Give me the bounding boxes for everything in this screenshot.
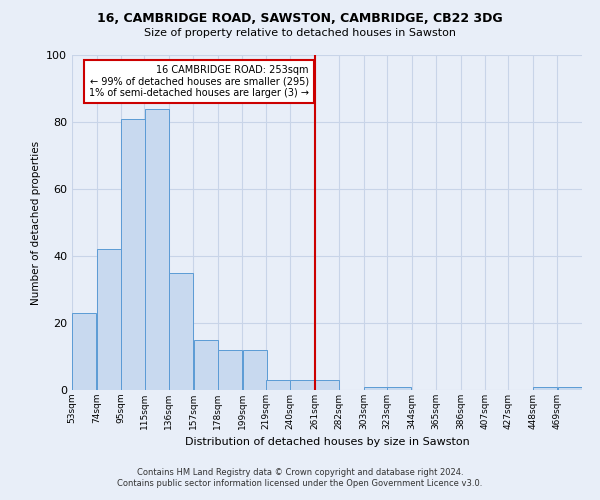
Bar: [72, 313, 97, 390]
Bar: [145, 108, 169, 390]
Text: 16 CAMBRIDGE ROAD: 253sqm
← 99% of detached houses are smaller (295)
1% of semi-: 16 CAMBRIDGE ROAD: 253sqm ← 99% of detac…: [89, 65, 309, 98]
X-axis label: Distribution of detached houses by size in Sawston: Distribution of detached houses by size …: [185, 438, 469, 448]
Bar: [218, 350, 242, 390]
Bar: [194, 340, 218, 390]
Bar: [169, 273, 193, 390]
Bar: [315, 380, 339, 390]
Text: 16, CAMBRIDGE ROAD, SAWSTON, CAMBRIDGE, CB22 3DG: 16, CAMBRIDGE ROAD, SAWSTON, CAMBRIDGE, …: [97, 12, 503, 26]
Bar: [557, 386, 582, 390]
Bar: [121, 118, 145, 390]
Bar: [533, 386, 557, 390]
Bar: [290, 380, 314, 390]
Bar: [242, 350, 267, 390]
Bar: [387, 386, 412, 390]
Bar: [97, 250, 121, 390]
Bar: [266, 380, 290, 390]
Bar: [364, 386, 388, 390]
Y-axis label: Number of detached properties: Number of detached properties: [31, 140, 41, 304]
Text: Size of property relative to detached houses in Sawston: Size of property relative to detached ho…: [144, 28, 456, 38]
Text: Contains HM Land Registry data © Crown copyright and database right 2024.
Contai: Contains HM Land Registry data © Crown c…: [118, 468, 482, 487]
